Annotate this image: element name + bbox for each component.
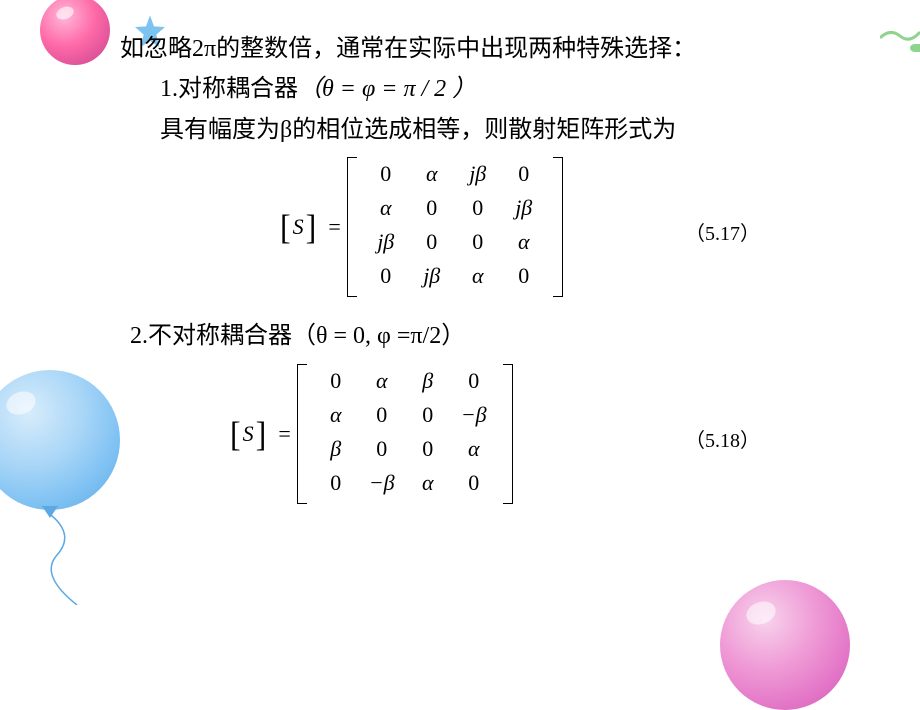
balloon-pink-bottom — [720, 580, 850, 710]
matrix-cell: 0 — [376, 402, 387, 428]
matrix-cell: 0 — [330, 470, 341, 496]
eq1-body: [ S ] = 0 α jβ 0 α 0 0 jβ jβ 0 0 α 0 jβ α 0 — [280, 157, 563, 297]
lbracket: [ — [280, 210, 291, 245]
matrix-cell: 0 — [472, 195, 483, 221]
balloon-blue-left — [0, 370, 120, 510]
item1-prefix: 1.对 — [160, 76, 202, 102]
balloon-pink-top — [40, 0, 110, 65]
matrix-cell: 0 — [426, 229, 437, 255]
matrix-cell: α — [380, 195, 392, 221]
matrix-cell: 0 — [330, 368, 341, 394]
matrix-cell: α — [330, 402, 342, 428]
item1-title: 1.对称耦合器（θ = φ = π / 2 ） — [160, 70, 880, 108]
matrix-cell: α — [376, 368, 388, 394]
matrix-bracket-left — [347, 157, 357, 297]
matrix-cell: −β — [369, 470, 395, 496]
matrix-cell: −β — [461, 402, 487, 428]
matrix-cell: jβ — [515, 195, 532, 221]
eq1-number: （5.17） — [685, 217, 760, 246]
matrix2-wrap: 0αβ0α00−ββ00α0−βα0 — [297, 364, 513, 504]
matrix-bracket-right — [553, 157, 563, 297]
matrix-cell: β — [330, 436, 341, 462]
item1-bold: 称耦合器 — [202, 76, 298, 102]
matrix-symbol-s: S — [241, 421, 256, 447]
matrix-cell: α — [426, 161, 438, 187]
matrix1-wrap: 0 α jβ 0 α 0 0 jβ jβ 0 0 α 0 jβ α 0 — [347, 157, 563, 297]
matrix-cell: 0 — [380, 161, 391, 187]
matrix-bracket-left — [297, 364, 307, 504]
item2-title: 2.不对称耦合器（θ = 0, φ =π/2） — [130, 317, 880, 355]
matrix-cell: 0 — [518, 263, 529, 289]
equation-1: [ S ] = 0 α jβ 0 α 0 0 jβ jβ 0 0 α 0 jβ α 0 （5.17） — [120, 157, 880, 307]
matrix-symbol-s: S — [291, 214, 306, 240]
matrix-cell: 0 — [426, 195, 437, 221]
matrix-cell: α — [468, 436, 480, 462]
equals-sign: = — [328, 214, 340, 240]
matrix-cell: 0 — [422, 436, 433, 462]
matrix-cell: jβ — [377, 229, 394, 255]
eq1-lhs: [ S ] — [280, 211, 316, 243]
intro-text: 如忽略2π的整数倍，通常在实际中出现两种特殊选择： — [120, 30, 880, 68]
matrix-cell: α — [472, 263, 484, 289]
matrix-cell: 0 — [468, 368, 479, 394]
equals-sign: = — [278, 421, 290, 447]
matrix2-grid: 0αβ0α00−ββ00α0−βα0 — [313, 364, 497, 504]
eq2-number: （5.18） — [685, 424, 760, 453]
matrix-cell: jβ — [423, 263, 440, 289]
matrix-cell: 0 — [376, 436, 387, 462]
matrix-cell: jβ — [469, 161, 486, 187]
balloon-string — [47, 515, 107, 605]
green-streamer — [880, 28, 920, 42]
item1-condition: （θ = φ = π / 2 ） — [298, 76, 476, 102]
eq2-lhs: [ S ] — [230, 418, 266, 450]
matrix-cell: 0 — [472, 229, 483, 255]
matrix1-grid: 0 α jβ 0 α 0 0 jβ jβ 0 0 α 0 jβ α 0 — [363, 157, 547, 297]
matrix-cell: 0 — [518, 161, 529, 187]
item1-desc: 具有幅度为β的相位选成相等，则散射矩阵形式为 — [160, 111, 880, 149]
matrix-cell: 0 — [380, 263, 391, 289]
equation-2: [ S ] = 0αβ0α00−ββ00α0−βα0 （5.18） — [120, 364, 880, 514]
matrix-cell: α — [518, 229, 530, 255]
matrix-cell: 0 — [468, 470, 479, 496]
eq2-body: [ S ] = 0αβ0α00−ββ00α0−βα0 — [230, 364, 513, 504]
rbracket: ] — [306, 210, 317, 245]
slide-content: 如忽略2π的整数倍，通常在实际中出现两种特殊选择： 1.对称耦合器（θ = φ … — [120, 30, 880, 524]
green-dot — [910, 44, 920, 52]
matrix-cell: 0 — [422, 402, 433, 428]
rbracket: ] — [256, 416, 267, 451]
matrix-cell: β — [422, 368, 433, 394]
matrix-bracket-right — [503, 364, 513, 504]
lbracket: [ — [230, 416, 241, 451]
matrix-cell: α — [422, 470, 434, 496]
